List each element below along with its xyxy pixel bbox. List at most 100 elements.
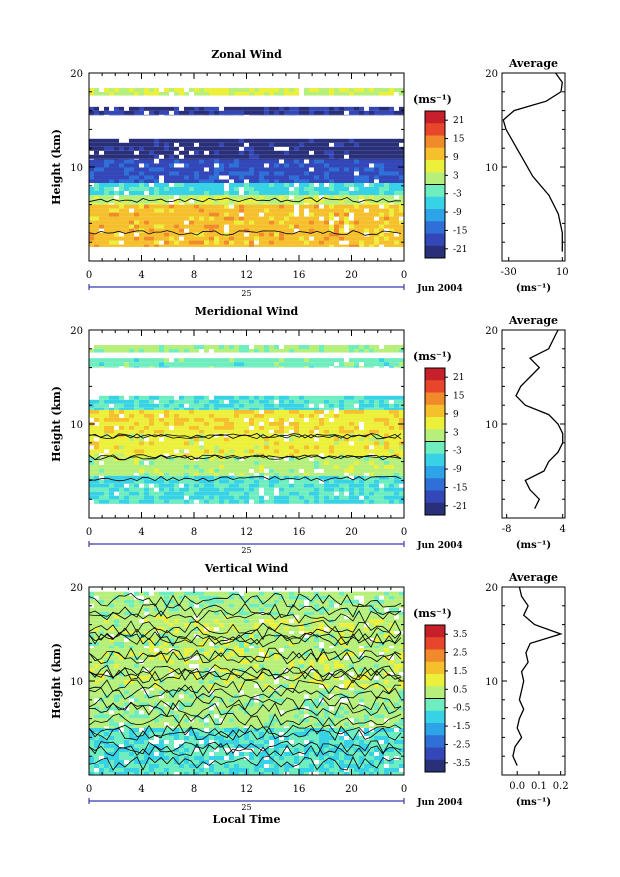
heatmap-cell xyxy=(99,191,104,195)
heatmap-cell xyxy=(354,358,359,362)
heatmap-cell xyxy=(174,414,179,418)
heatmap-cell xyxy=(389,163,394,167)
heatmap-cell xyxy=(294,426,299,430)
heatmap-cell xyxy=(194,426,199,430)
heatmap-cell xyxy=(219,92,224,96)
heatmap-cell xyxy=(234,488,239,492)
heatmap-cell xyxy=(389,191,394,195)
heatmap-cell xyxy=(189,400,194,404)
heatmap-cell xyxy=(374,410,379,414)
heatmap-cell xyxy=(369,404,374,408)
heatmap-cell xyxy=(399,225,404,229)
heatmap-cell xyxy=(394,465,399,469)
heatmap-cell xyxy=(219,191,224,195)
heatmap-cell xyxy=(234,449,239,453)
heatmap-cell xyxy=(209,445,214,449)
heatmap-cell xyxy=(194,488,199,492)
heatmap-cell xyxy=(234,155,239,159)
heatmap-cell xyxy=(169,88,174,92)
heatmap-cell xyxy=(174,488,179,492)
heatmap-cell xyxy=(369,229,374,233)
heatmap-cell xyxy=(299,362,304,366)
heatmap-cell xyxy=(399,426,404,430)
heatmap-cell xyxy=(394,175,399,179)
heatmap-cell xyxy=(229,500,234,504)
heatmap-cell xyxy=(379,183,384,187)
heatmap-cell xyxy=(244,183,249,187)
heatmap-cell xyxy=(179,221,184,225)
heatmap-cell xyxy=(294,445,299,449)
heatmap-cell xyxy=(314,465,319,469)
heatmap-cell xyxy=(349,183,354,187)
heatmap-cell xyxy=(324,203,329,204)
heatmap-cell xyxy=(134,171,139,175)
heatmap-cell xyxy=(114,175,119,179)
heatmap-cell xyxy=(274,500,279,504)
heatmap-cell xyxy=(399,404,404,408)
heatmap-cell xyxy=(204,400,209,404)
heatmap-cell xyxy=(129,191,134,195)
heatmap-cell xyxy=(244,461,249,465)
heatmap-cell xyxy=(194,740,199,744)
heatmap-cell xyxy=(174,358,179,362)
heatmap-cell xyxy=(309,147,314,151)
heatmap-cell xyxy=(224,404,229,408)
heatmap-cell xyxy=(269,480,274,484)
heatmap-cell xyxy=(124,414,129,418)
heatmap-cell xyxy=(399,195,404,199)
heatmap-cell xyxy=(274,221,279,225)
heatmap-cell xyxy=(144,143,149,147)
heatmap-cell xyxy=(109,183,114,187)
heatmap-cell xyxy=(189,179,194,183)
colorbar-swatch xyxy=(425,429,445,442)
heatmap-cell xyxy=(269,414,274,418)
heatmap-cell xyxy=(369,366,374,367)
heatmap-cell xyxy=(324,404,329,408)
heatmap-cell xyxy=(104,107,109,111)
heatmap-cell xyxy=(379,159,384,163)
heatmap-cell xyxy=(189,187,194,191)
heatmap-cell xyxy=(104,237,109,241)
heatmap-cell xyxy=(214,362,219,366)
heatmap-cell xyxy=(279,191,284,195)
heatmap-cell xyxy=(154,245,159,247)
heatmap-cell xyxy=(309,209,314,213)
heatmap-cell xyxy=(329,163,334,167)
heatmap-cell xyxy=(374,441,379,445)
heatmap-cell xyxy=(279,203,284,204)
heatmap-cell xyxy=(349,245,354,247)
heatmap-cell xyxy=(119,187,124,191)
heatmap-cell xyxy=(199,430,204,434)
heatmap-cell xyxy=(129,237,134,241)
heatmap-cell xyxy=(364,225,369,229)
heatmap-cell xyxy=(319,449,324,453)
heatmap-cell xyxy=(189,107,194,111)
heatmap-cell xyxy=(379,241,384,245)
heatmap-cell xyxy=(149,225,154,229)
heatmap-cell xyxy=(249,752,254,756)
heatmap-cell xyxy=(309,408,314,410)
heatmap-cell xyxy=(154,155,159,159)
heatmap-cell xyxy=(219,221,224,225)
heatmap-cell xyxy=(199,414,204,418)
heatmap-cell xyxy=(399,245,404,247)
colorbar-swatch xyxy=(425,197,445,210)
heatmap-cell xyxy=(269,241,274,245)
heatmap-cell xyxy=(384,465,389,469)
heatmap-cell xyxy=(249,764,254,768)
heatmap-cell xyxy=(99,92,104,96)
heatmap-cell xyxy=(374,147,379,151)
heatmap-cell xyxy=(264,362,269,366)
heatmap-cell xyxy=(164,92,169,96)
heatmap-cell xyxy=(119,740,124,744)
heatmap-cell xyxy=(134,205,139,209)
heatmap-cell xyxy=(259,88,264,92)
heatmap-cell xyxy=(189,88,194,92)
heatmap-cell xyxy=(219,345,224,349)
month-label: Jun 2004 xyxy=(416,541,463,551)
heatmap-cell xyxy=(134,418,139,422)
heatmap-cell xyxy=(109,756,114,760)
heatmap-cell xyxy=(299,221,304,225)
heatmap-cell xyxy=(319,465,324,469)
heatmap-cell xyxy=(94,752,99,756)
